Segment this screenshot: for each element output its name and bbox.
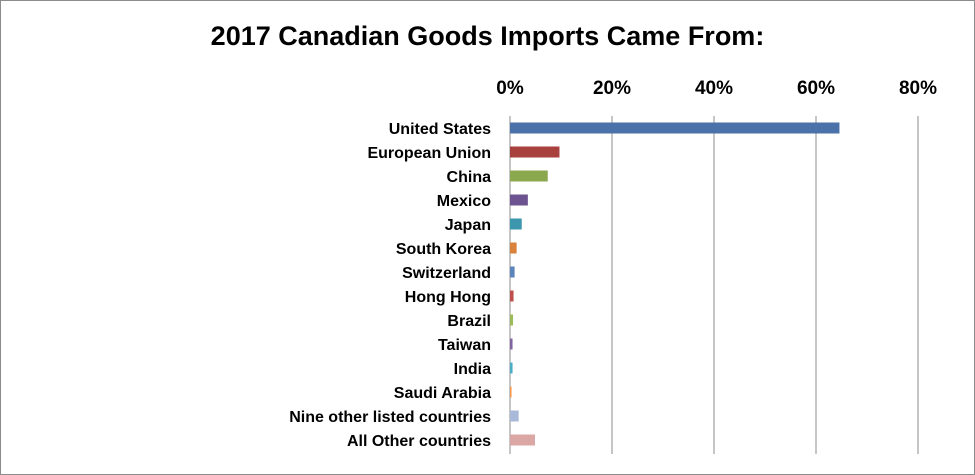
category-label: European Union	[367, 145, 491, 162]
category-label: China	[447, 169, 492, 186]
bar	[510, 314, 514, 326]
category-label: United States	[389, 121, 491, 138]
category-label: Hong Hong	[405, 289, 491, 306]
category-label: Taiwan	[438, 337, 491, 354]
category-label: All Other countries	[347, 433, 491, 450]
bar	[510, 290, 514, 302]
category-label: India	[454, 361, 491, 378]
bar	[510, 266, 515, 278]
category-label: Switzerland	[402, 265, 491, 282]
bar	[510, 146, 560, 158]
category-label: Mexico	[437, 193, 491, 210]
bar	[510, 170, 548, 182]
category-label: Nine other listed countries	[289, 409, 491, 426]
chart-title: 2017 Canadian Goods Imports Came From:	[210, 21, 765, 51]
x-tick-label: 40%	[695, 78, 733, 99]
category-label: South Korea	[396, 241, 491, 258]
x-tick-label: 60%	[797, 78, 835, 99]
category-label: Brazil	[447, 313, 491, 330]
bar	[510, 338, 513, 350]
bar	[510, 242, 517, 254]
bar	[510, 434, 535, 446]
x-tick-label: 80%	[899, 78, 937, 99]
x-tick-label: 0%	[496, 78, 524, 99]
bar	[510, 410, 519, 422]
bar	[510, 122, 840, 134]
bar	[510, 218, 522, 230]
category-label: Japan	[445, 217, 491, 234]
x-tick-label: 20%	[593, 78, 631, 99]
bar	[510, 386, 512, 398]
bar	[510, 194, 528, 206]
bar	[510, 362, 513, 374]
category-label: Saudi Arabia	[394, 385, 491, 402]
